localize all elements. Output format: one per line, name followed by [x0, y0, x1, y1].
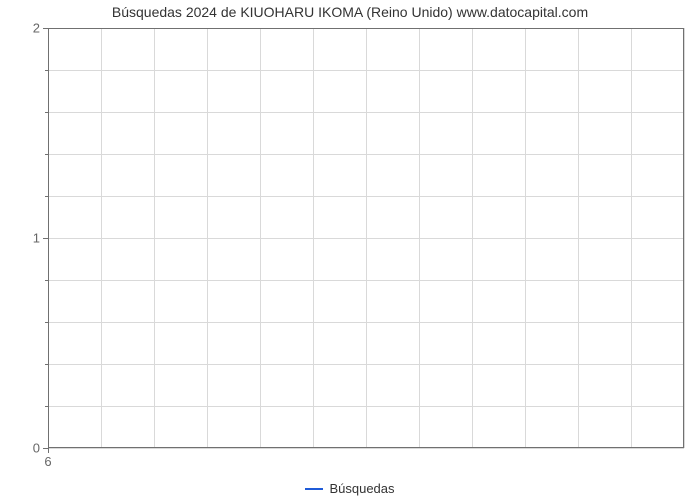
chart-container: Búsquedas 2024 de KIUOHARU IKOMA (Reino …: [0, 0, 700, 500]
gridline-horizontal: [48, 154, 684, 155]
gridline-vertical: [684, 28, 685, 448]
gridline-horizontal: [48, 70, 684, 71]
y-tick-mark: [43, 28, 48, 29]
legend: Búsquedas: [0, 480, 700, 496]
y-minor-tick-mark: [45, 112, 48, 113]
gridline-horizontal: [48, 112, 684, 113]
y-minor-tick-mark: [45, 406, 48, 407]
y-tick-label: 1: [33, 231, 40, 246]
plot-grid: [48, 28, 684, 448]
gridline-horizontal: [48, 406, 684, 407]
legend-swatch: [305, 488, 323, 490]
y-tick-label: 0: [33, 441, 40, 456]
gridline-horizontal: [48, 196, 684, 197]
y-minor-tick-mark: [45, 322, 48, 323]
y-minor-tick-mark: [45, 364, 48, 365]
gridline-horizontal: [48, 28, 684, 29]
x-tick-mark: [48, 448, 49, 453]
y-tick-label: 2: [33, 21, 40, 36]
y-minor-tick-mark: [45, 280, 48, 281]
gridline-horizontal: [48, 448, 684, 449]
y-minor-tick-mark: [45, 70, 48, 71]
y-tick-mark: [43, 238, 48, 239]
gridline-horizontal: [48, 322, 684, 323]
y-minor-tick-mark: [45, 196, 48, 197]
gridline-horizontal: [48, 280, 684, 281]
plot-area: 0126: [48, 28, 684, 448]
gridline-horizontal: [48, 364, 684, 365]
gridline-horizontal: [48, 238, 684, 239]
legend-label: Búsquedas: [329, 481, 394, 496]
chart-title: Búsquedas 2024 de KIUOHARU IKOMA (Reino …: [0, 4, 700, 20]
x-tick-label: 6: [44, 454, 51, 469]
y-minor-tick-mark: [45, 154, 48, 155]
